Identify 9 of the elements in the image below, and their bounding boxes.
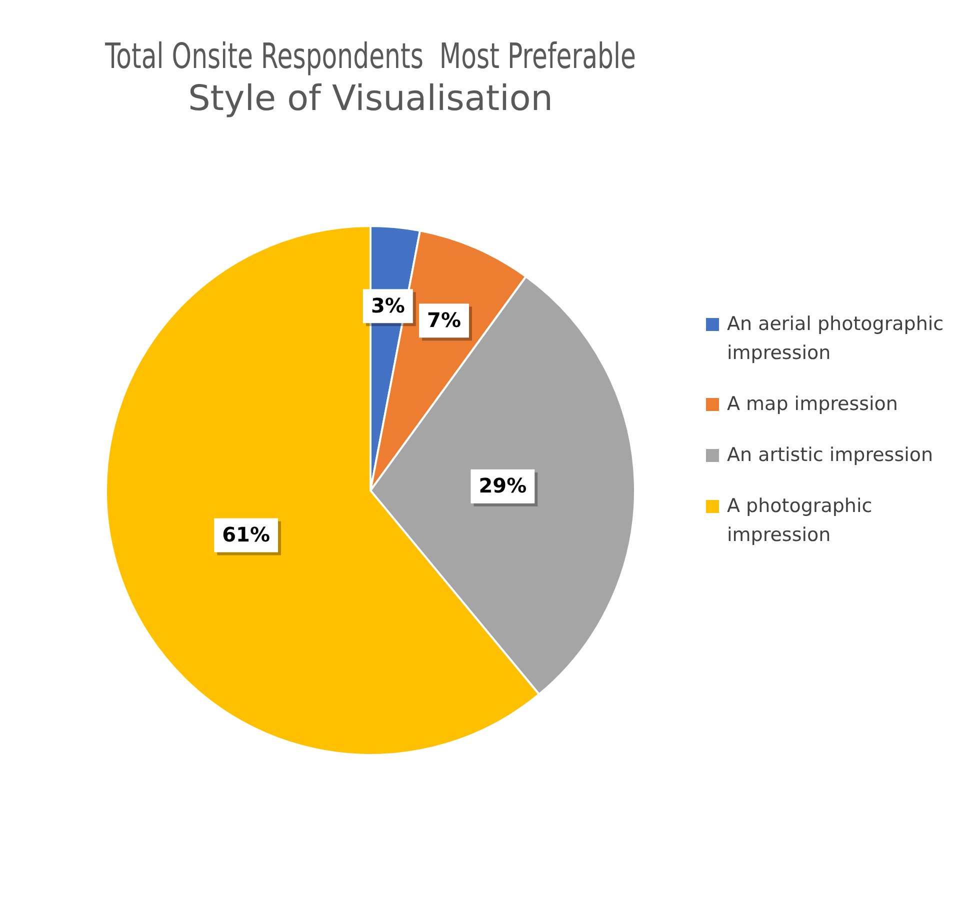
data-label: 29%	[478, 474, 527, 498]
chart-title: Total Onsite Respondents Most Preferable Style of Visualisation	[104, 37, 636, 120]
legend-label: A map impression	[727, 392, 898, 417]
legend-label: An artistic impression	[727, 443, 934, 468]
data-label: 61%	[222, 522, 270, 546]
data-label: 7%	[427, 308, 462, 332]
legend-label: An aerial photographic impression	[727, 312, 945, 366]
data-label: 3%	[370, 293, 405, 318]
legend-label: A photographic impression	[727, 494, 874, 548]
